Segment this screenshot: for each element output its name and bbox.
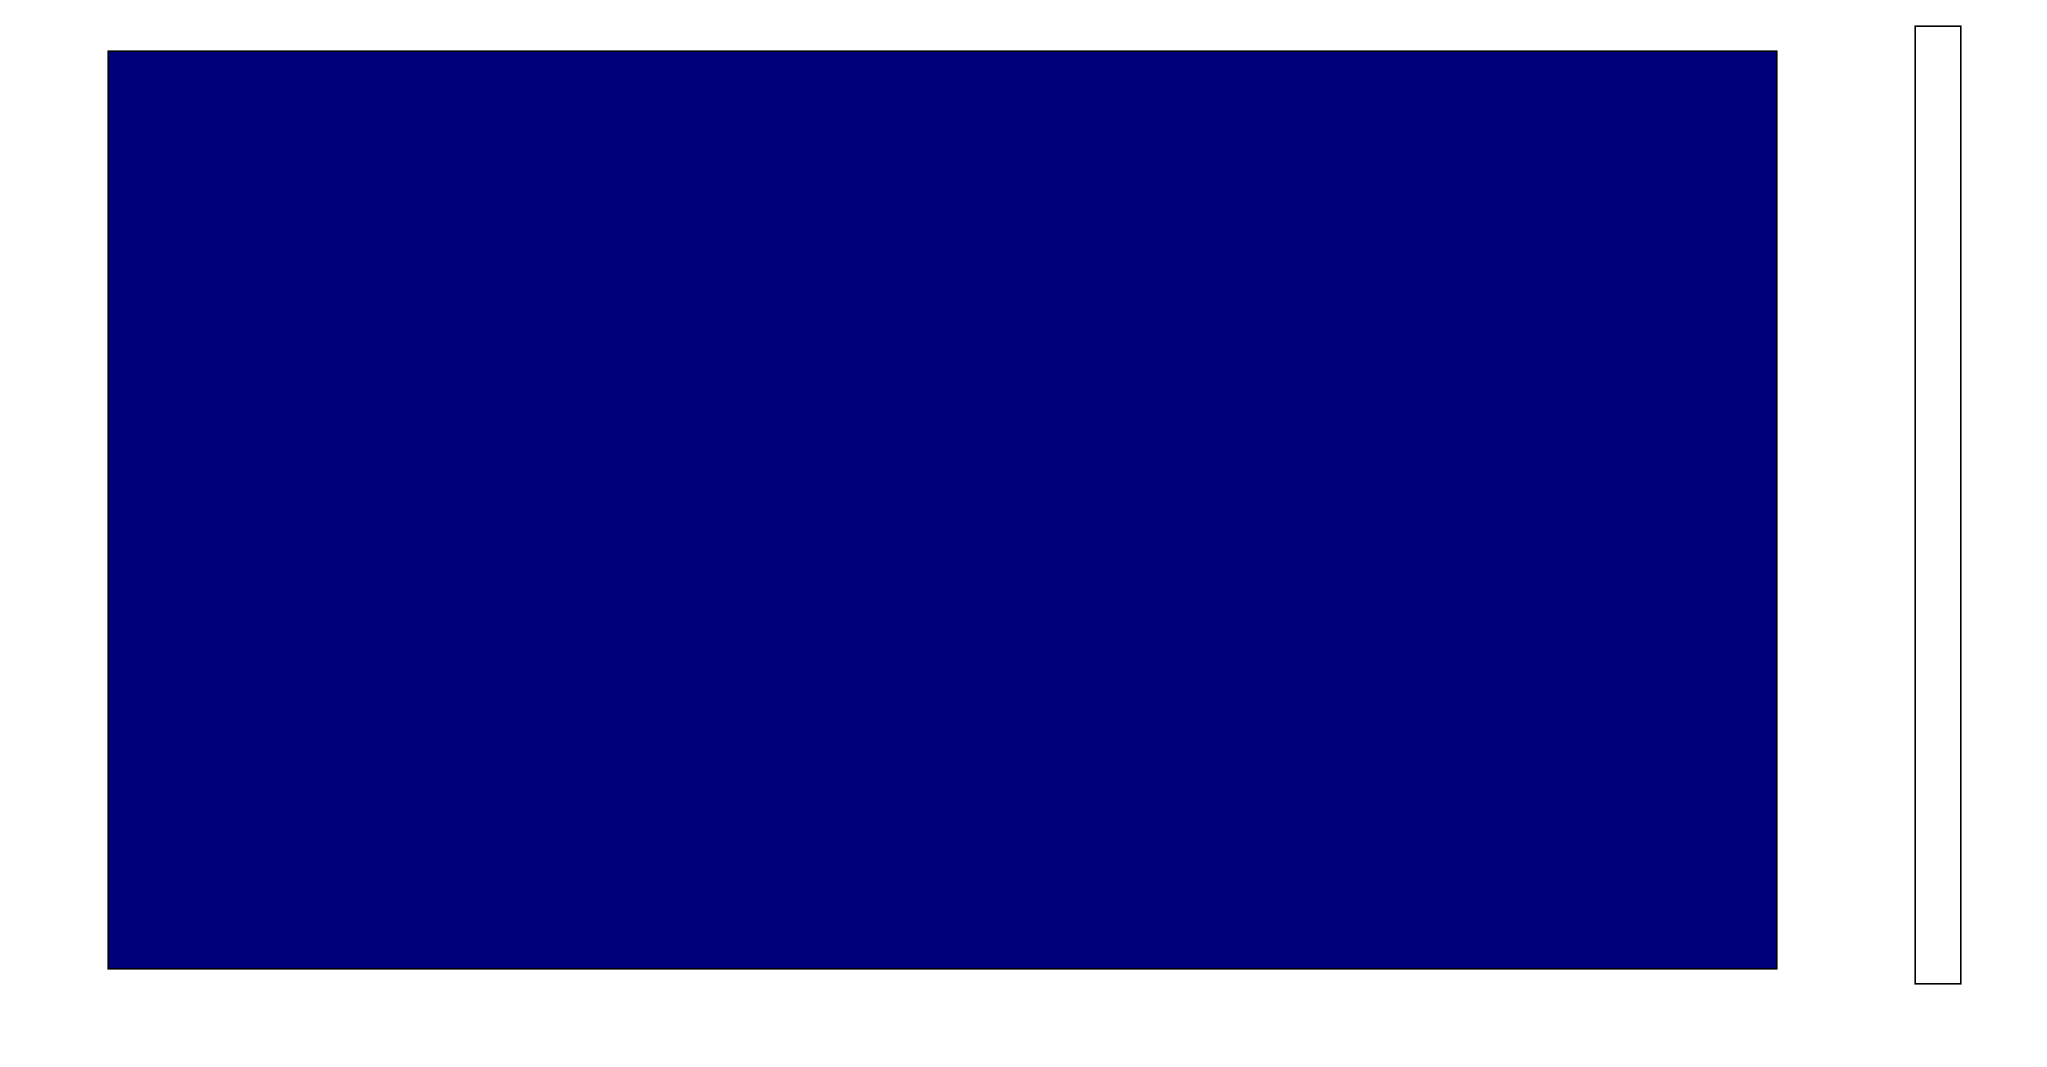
colorbar-canvas [1916, 27, 1960, 983]
spectrogram-canvas [109, 52, 1776, 968]
colorbar-area [1916, 27, 1960, 983]
spectrogram-plot-area [109, 52, 1776, 968]
